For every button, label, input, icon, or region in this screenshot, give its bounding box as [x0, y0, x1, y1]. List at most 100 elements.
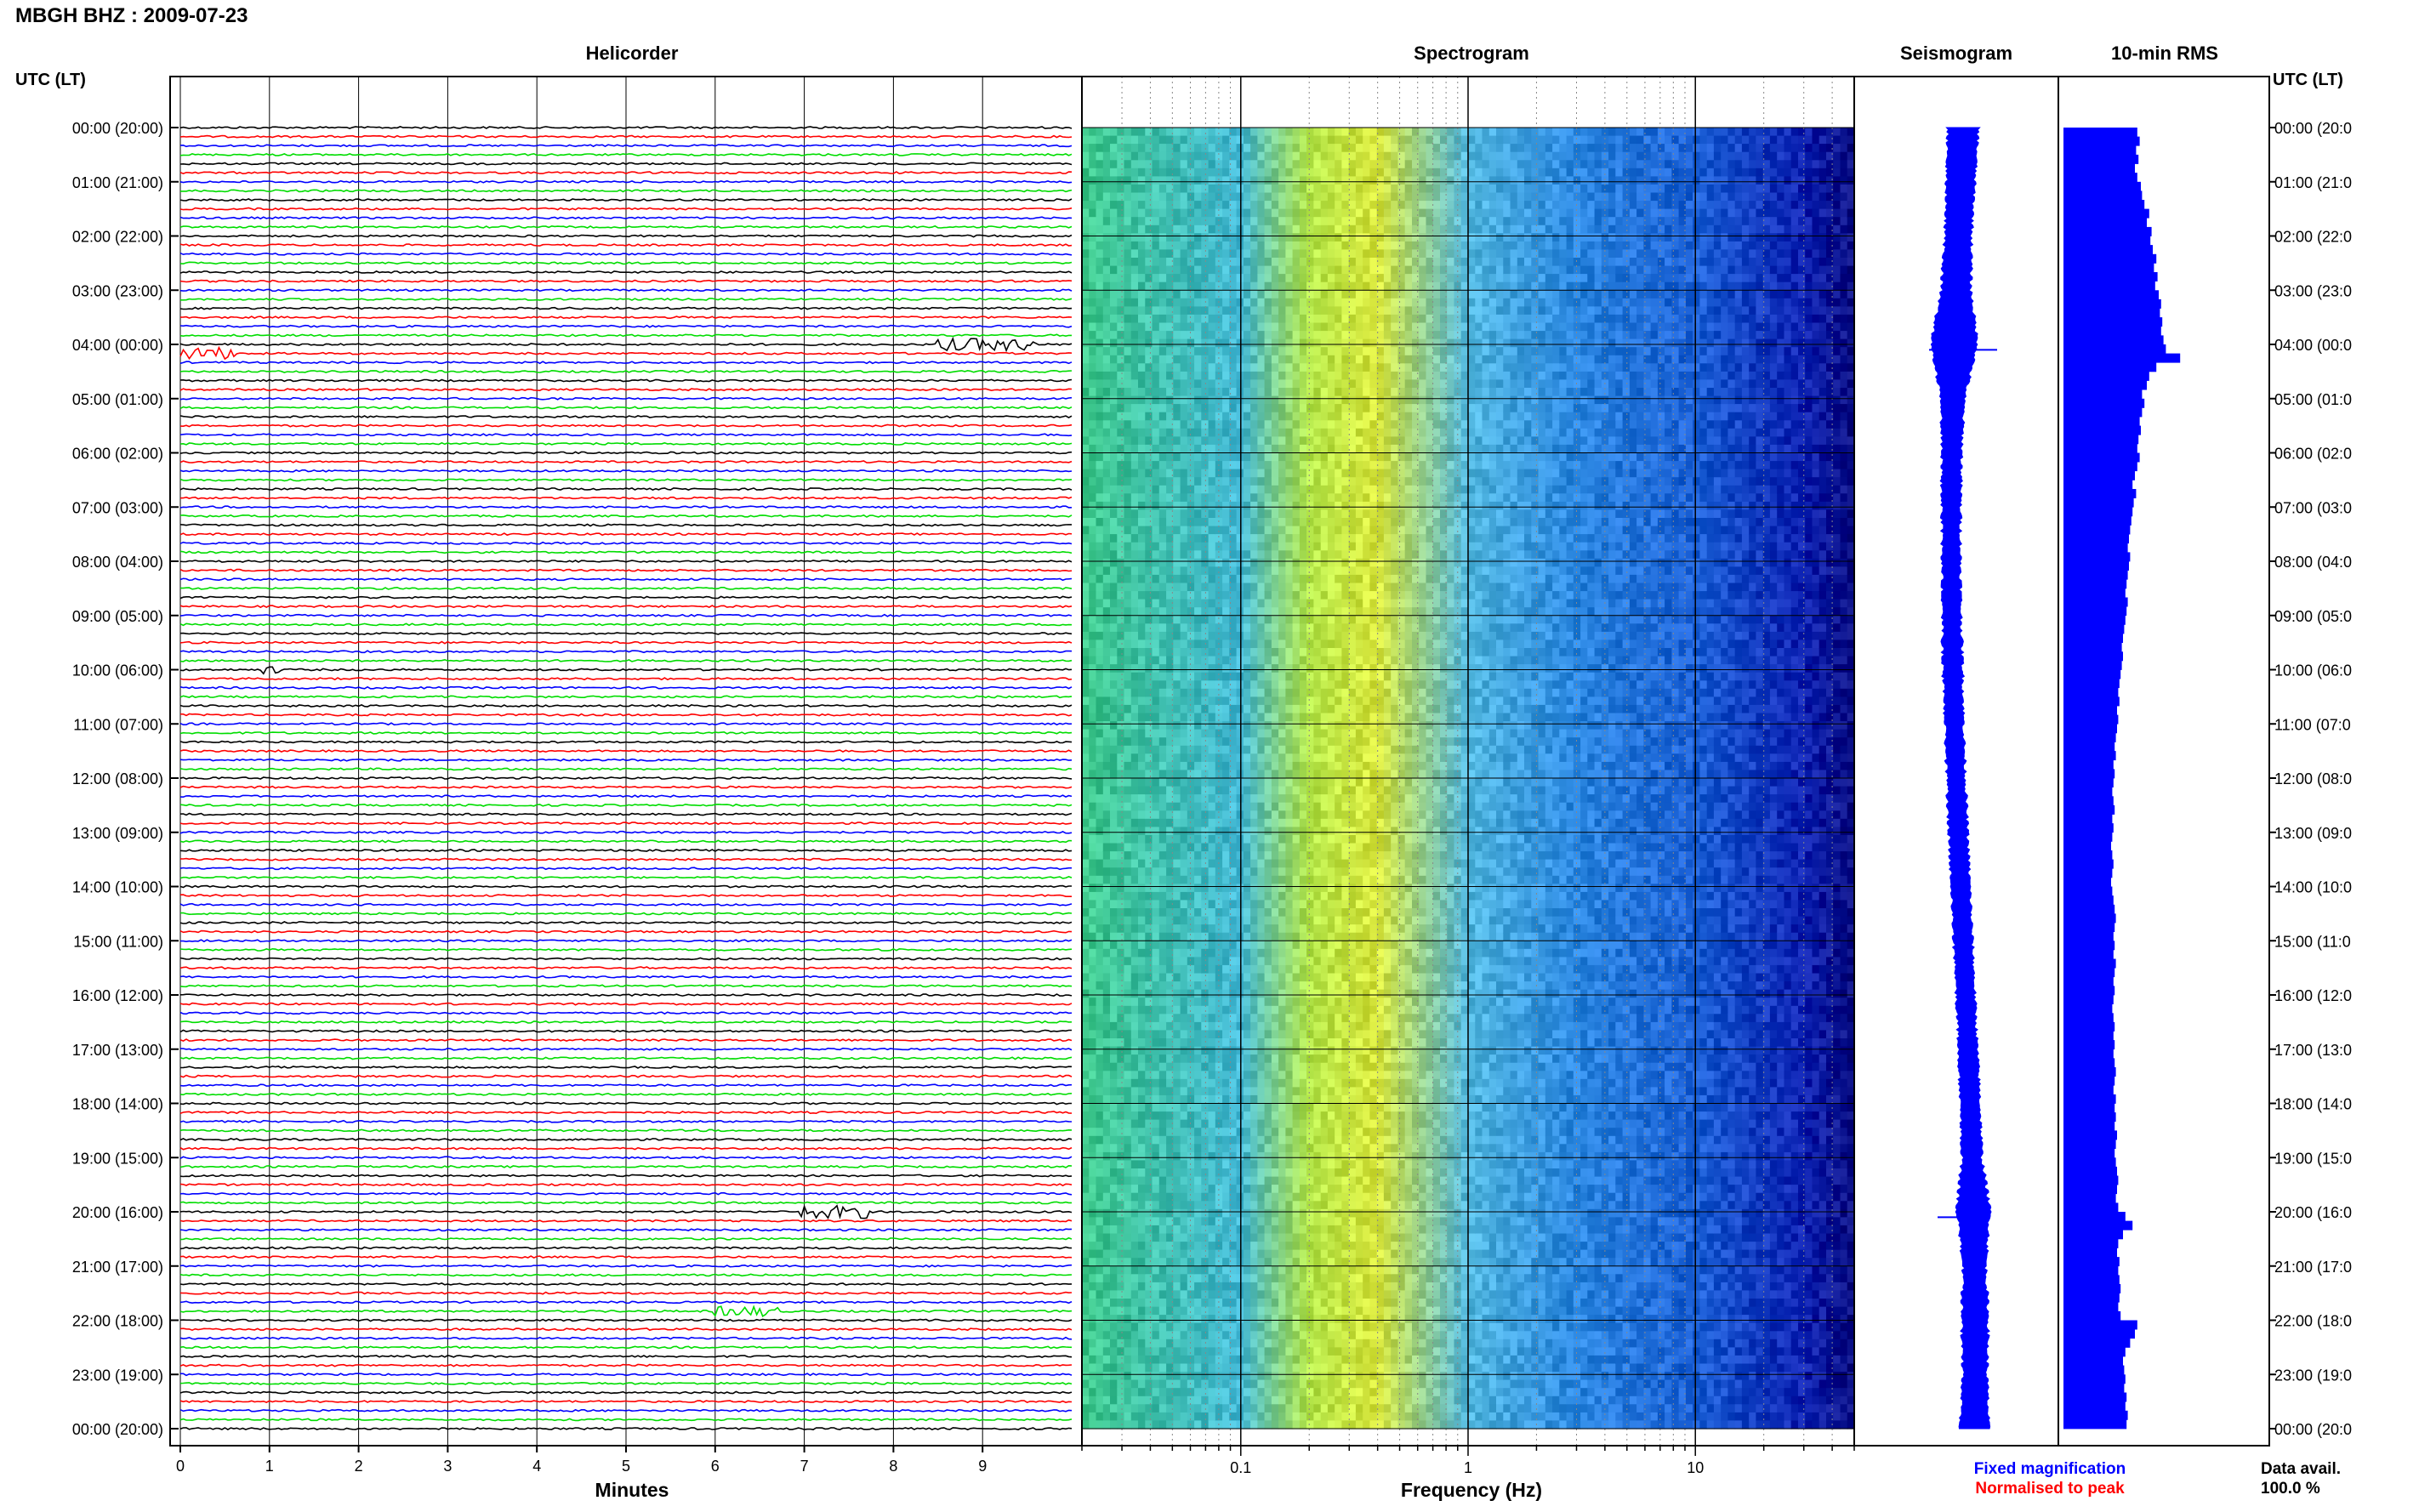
spectrogram-cell — [1152, 1160, 1160, 1169]
spectrogram-cell — [1158, 428, 1167, 437]
spectrogram-cell — [1271, 192, 1279, 202]
spectrogram-cell — [1173, 444, 1181, 454]
spectrogram-cell — [1257, 338, 1266, 348]
spectrogram-cell — [1222, 135, 1230, 145]
spectrogram-cell — [1089, 493, 1097, 503]
spectrogram-cell — [1082, 1135, 1090, 1145]
spectrogram-cell — [1208, 1372, 1216, 1381]
spectrogram-cell — [1285, 558, 1294, 567]
spectrogram-cell — [1257, 1176, 1266, 1185]
spectrogram-cell — [1257, 225, 1266, 234]
spectrogram-cell — [1096, 1233, 1104, 1242]
spectrogram-cell — [1187, 696, 1195, 706]
spectrogram-cell — [1180, 989, 1188, 998]
spectrogram-cell — [1166, 184, 1174, 194]
spectrogram-cell — [1222, 884, 1230, 893]
spectrogram-cell — [1110, 412, 1118, 421]
spectrogram-cell — [1089, 518, 1097, 527]
spectrogram-cell — [1180, 355, 1188, 364]
spectrogram-cell — [1138, 948, 1146, 958]
spectrogram-cell — [1102, 998, 1111, 1007]
spectrogram-cell — [1271, 550, 1279, 560]
spectrogram-cell — [1102, 1176, 1111, 1185]
spectrogram-cell — [1229, 1363, 1238, 1373]
spectrogram-cell — [1208, 151, 1216, 161]
spectrogram-cell — [1145, 607, 1153, 617]
spectrogram-cell — [1152, 501, 1160, 511]
spectrogram-cell — [1145, 1347, 1153, 1356]
spectrogram-cell — [1250, 672, 1258, 681]
spectrogram-cell — [1222, 1038, 1230, 1048]
spectrogram-cell — [1243, 1054, 1251, 1064]
spectrogram-cell — [1110, 648, 1118, 657]
spectrogram-cell — [1250, 916, 1258, 925]
spectrogram-cell — [1138, 395, 1146, 405]
spectrogram-cell — [1278, 607, 1286, 617]
spectrogram-cell — [1187, 509, 1195, 519]
spectrogram-cell — [1257, 1225, 1266, 1235]
spectrogram-cell — [1208, 233, 1216, 242]
spectrogram-cell — [1257, 550, 1266, 560]
spectrogram-cell — [1089, 1021, 1097, 1032]
helicorder-trace — [179, 1300, 1073, 1305]
spectrogram-cell — [1257, 355, 1266, 364]
spectrogram-cell — [1222, 1299, 1230, 1308]
spectrogram-cell — [1138, 469, 1146, 478]
spectrogram-cell — [1130, 1233, 1139, 1242]
spectrogram-cell — [1208, 1185, 1216, 1194]
spectrogram-cell — [1138, 599, 1146, 608]
spectrogram-cell — [1208, 672, 1216, 681]
spectrogram-cell — [1229, 1046, 1238, 1055]
spectrogram-cell — [1243, 1005, 1251, 1015]
spectrogram-cell — [1089, 713, 1097, 722]
spectrogram-cell — [1124, 1094, 1132, 1105]
spectrogram-cell — [1271, 274, 1279, 283]
spectrogram-cell — [1257, 1347, 1266, 1356]
spectrogram-cell — [1264, 160, 1272, 169]
spectrogram-cell — [1201, 436, 1210, 446]
spectrogram-cell — [1215, 908, 1223, 918]
spectrogram-cell — [1194, 192, 1202, 202]
spectrogram-cell — [1285, 900, 1294, 909]
spectrogram-cell — [1110, 607, 1118, 617]
spectrogram-cell — [1158, 770, 1167, 779]
spectrogram-cell — [1194, 1412, 1202, 1422]
spectrogram-cell — [1138, 1412, 1146, 1422]
spectrogram-cell — [1229, 1192, 1238, 1202]
spectrogram-cell — [1264, 501, 1272, 511]
spectrogram-cell — [1278, 151, 1286, 161]
helicorder-trace — [179, 505, 1073, 509]
spectrogram-cell — [1194, 615, 1202, 624]
spectrogram-cell — [1145, 1372, 1153, 1381]
spectrogram-cell — [1250, 363, 1258, 372]
spectrogram-cell — [1257, 452, 1266, 462]
spectrogram-cell — [1208, 875, 1216, 884]
spectrogram-cell — [1264, 314, 1272, 324]
spectrogram-cell — [1229, 591, 1238, 600]
spectrogram-cell — [1110, 379, 1118, 389]
spectrogram-cell — [1278, 656, 1286, 665]
spectrogram-cell — [1187, 964, 1195, 975]
spectrogram-cell — [1138, 1217, 1146, 1226]
helicorder-trace — [179, 1381, 1073, 1385]
spectrogram-cell — [1102, 672, 1111, 681]
spectrogram-cell — [1173, 388, 1181, 397]
spectrogram-cell — [1222, 249, 1230, 259]
spectrogram-cell — [1138, 135, 1146, 145]
spectrogram-cell — [1173, 656, 1181, 665]
spectrogram-cell — [1117, 1265, 1125, 1275]
spectrogram-cell — [1180, 884, 1188, 893]
spectrogram-cell — [1271, 265, 1279, 275]
spectrogram-cell — [1082, 322, 1090, 332]
spectrogram-cell — [1222, 1021, 1230, 1032]
spectrogram-cell — [1117, 1306, 1125, 1316]
spectrogram-cell — [1173, 404, 1181, 413]
spectrogram-cell — [1145, 1087, 1153, 1096]
spectrogram-cell — [1152, 518, 1160, 527]
spectrogram-cell — [1173, 306, 1181, 315]
spectrogram-cell — [1110, 436, 1118, 446]
spectrogram-cell — [1096, 1046, 1104, 1055]
spectrogram-cell — [1096, 729, 1104, 738]
spectrogram-cell — [1102, 201, 1111, 210]
spectrogram-cell — [1180, 932, 1188, 941]
